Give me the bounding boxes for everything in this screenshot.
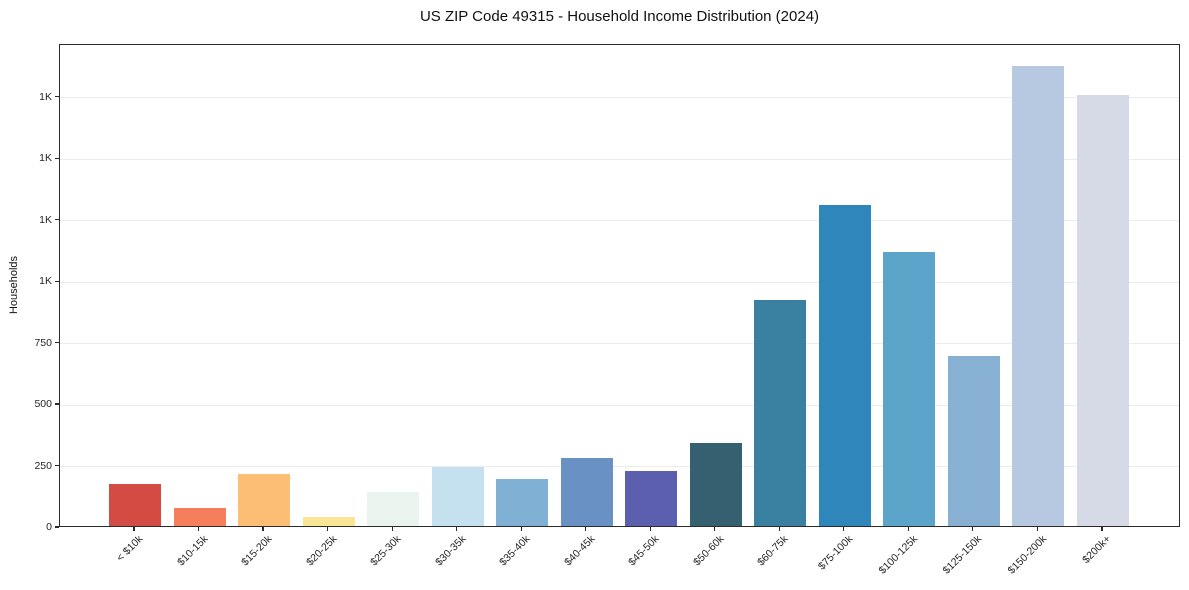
gridline [60, 281, 1179, 283]
gridline [60, 404, 1179, 406]
bar-$75-100k [818, 205, 871, 526]
x-tick-label: $30-35k [432, 533, 469, 569]
y-tick-mark [55, 342, 59, 344]
chart-title: US ZIP Code 49315 - Household Income Dis… [419, 8, 820, 25]
x-tick-mark [133, 527, 135, 531]
x-tick-mark [714, 527, 716, 531]
y-tick-label: 1K [39, 275, 52, 288]
y-tick-label: 250 [34, 459, 52, 472]
bar-$60-75k [754, 299, 807, 526]
bar-$15-20k [238, 473, 291, 526]
bar-$200k+ [1076, 94, 1129, 526]
x-tick-mark [649, 527, 651, 531]
y-tick-mark [55, 280, 59, 282]
y-tick-mark [55, 464, 59, 467]
x-tick-label: $200k+ [1080, 533, 1114, 567]
gridline [60, 97, 1179, 99]
x-tick-mark [197, 527, 200, 531]
bar-$50-60k [689, 443, 742, 526]
plot-area [59, 44, 1180, 527]
bar-$45-50k [625, 470, 678, 526]
gridline [60, 343, 1179, 345]
x-tick-mark [843, 527, 845, 531]
bar-< $10k [109, 484, 161, 526]
x-tick-mark [1036, 527, 1038, 531]
x-tick-mark [972, 527, 974, 531]
y-tick-mark [55, 96, 59, 98]
bar-$25-30k [367, 492, 420, 526]
y-tick-mark [55, 219, 59, 221]
bar-$35-40k [496, 479, 549, 526]
x-tick-label: $40-45k [561, 533, 598, 569]
gridline [60, 466, 1179, 468]
bar-$100-125k [883, 251, 936, 526]
x-tick-mark [456, 527, 458, 531]
x-tick-label: $100-125k [876, 533, 920, 577]
bar-$10-15k [173, 508, 226, 526]
x-tick-label: $50-60k [690, 533, 727, 569]
gridline [60, 158, 1179, 160]
bar-$150-200k [1012, 66, 1065, 526]
bar-$125-150k [947, 355, 1000, 526]
bar-$40-45k [560, 457, 613, 526]
x-tick-label: $10-15k [174, 533, 211, 569]
x-tick-label: $75-100k [815, 533, 856, 573]
x-tick-label: $20-25k [303, 533, 340, 569]
x-tick-mark [1101, 527, 1103, 531]
x-tick-label: $60-75k [755, 533, 791, 569]
y-tick-mark [55, 403, 59, 405]
x-tick-mark [585, 527, 587, 531]
bar-$30-35k [431, 467, 484, 526]
y-tick-label: 750 [34, 336, 52, 349]
x-tick-mark [326, 527, 329, 531]
x-tick-mark [391, 527, 393, 531]
y-tick-mark [55, 157, 59, 159]
y-tick-label: 1K [39, 152, 52, 165]
x-tick-mark [778, 527, 780, 531]
gridline [60, 220, 1179, 222]
x-tick-label: $15-20k [239, 533, 275, 569]
x-tick-mark [907, 527, 909, 531]
y-tick-label: 0 [46, 521, 52, 533]
y-tick-label: 500 [34, 398, 52, 411]
y-tick-label: 1K [39, 90, 52, 103]
x-tick-label: $25-30k [368, 533, 404, 569]
x-tick-mark [262, 527, 264, 531]
x-tick-label: $35-40k [497, 533, 533, 569]
bar-$20-25k [302, 517, 355, 526]
x-tick-label: < $10k [114, 533, 146, 564]
x-tick-label: $150-200k [1005, 533, 1049, 577]
y-tick-label: 1K [39, 213, 52, 226]
x-tick-label: $125-150k [940, 533, 985, 577]
x-tick-mark [520, 527, 522, 531]
x-tick-label: $45-50k [626, 533, 662, 569]
y-tick-mark [55, 526, 59, 528]
